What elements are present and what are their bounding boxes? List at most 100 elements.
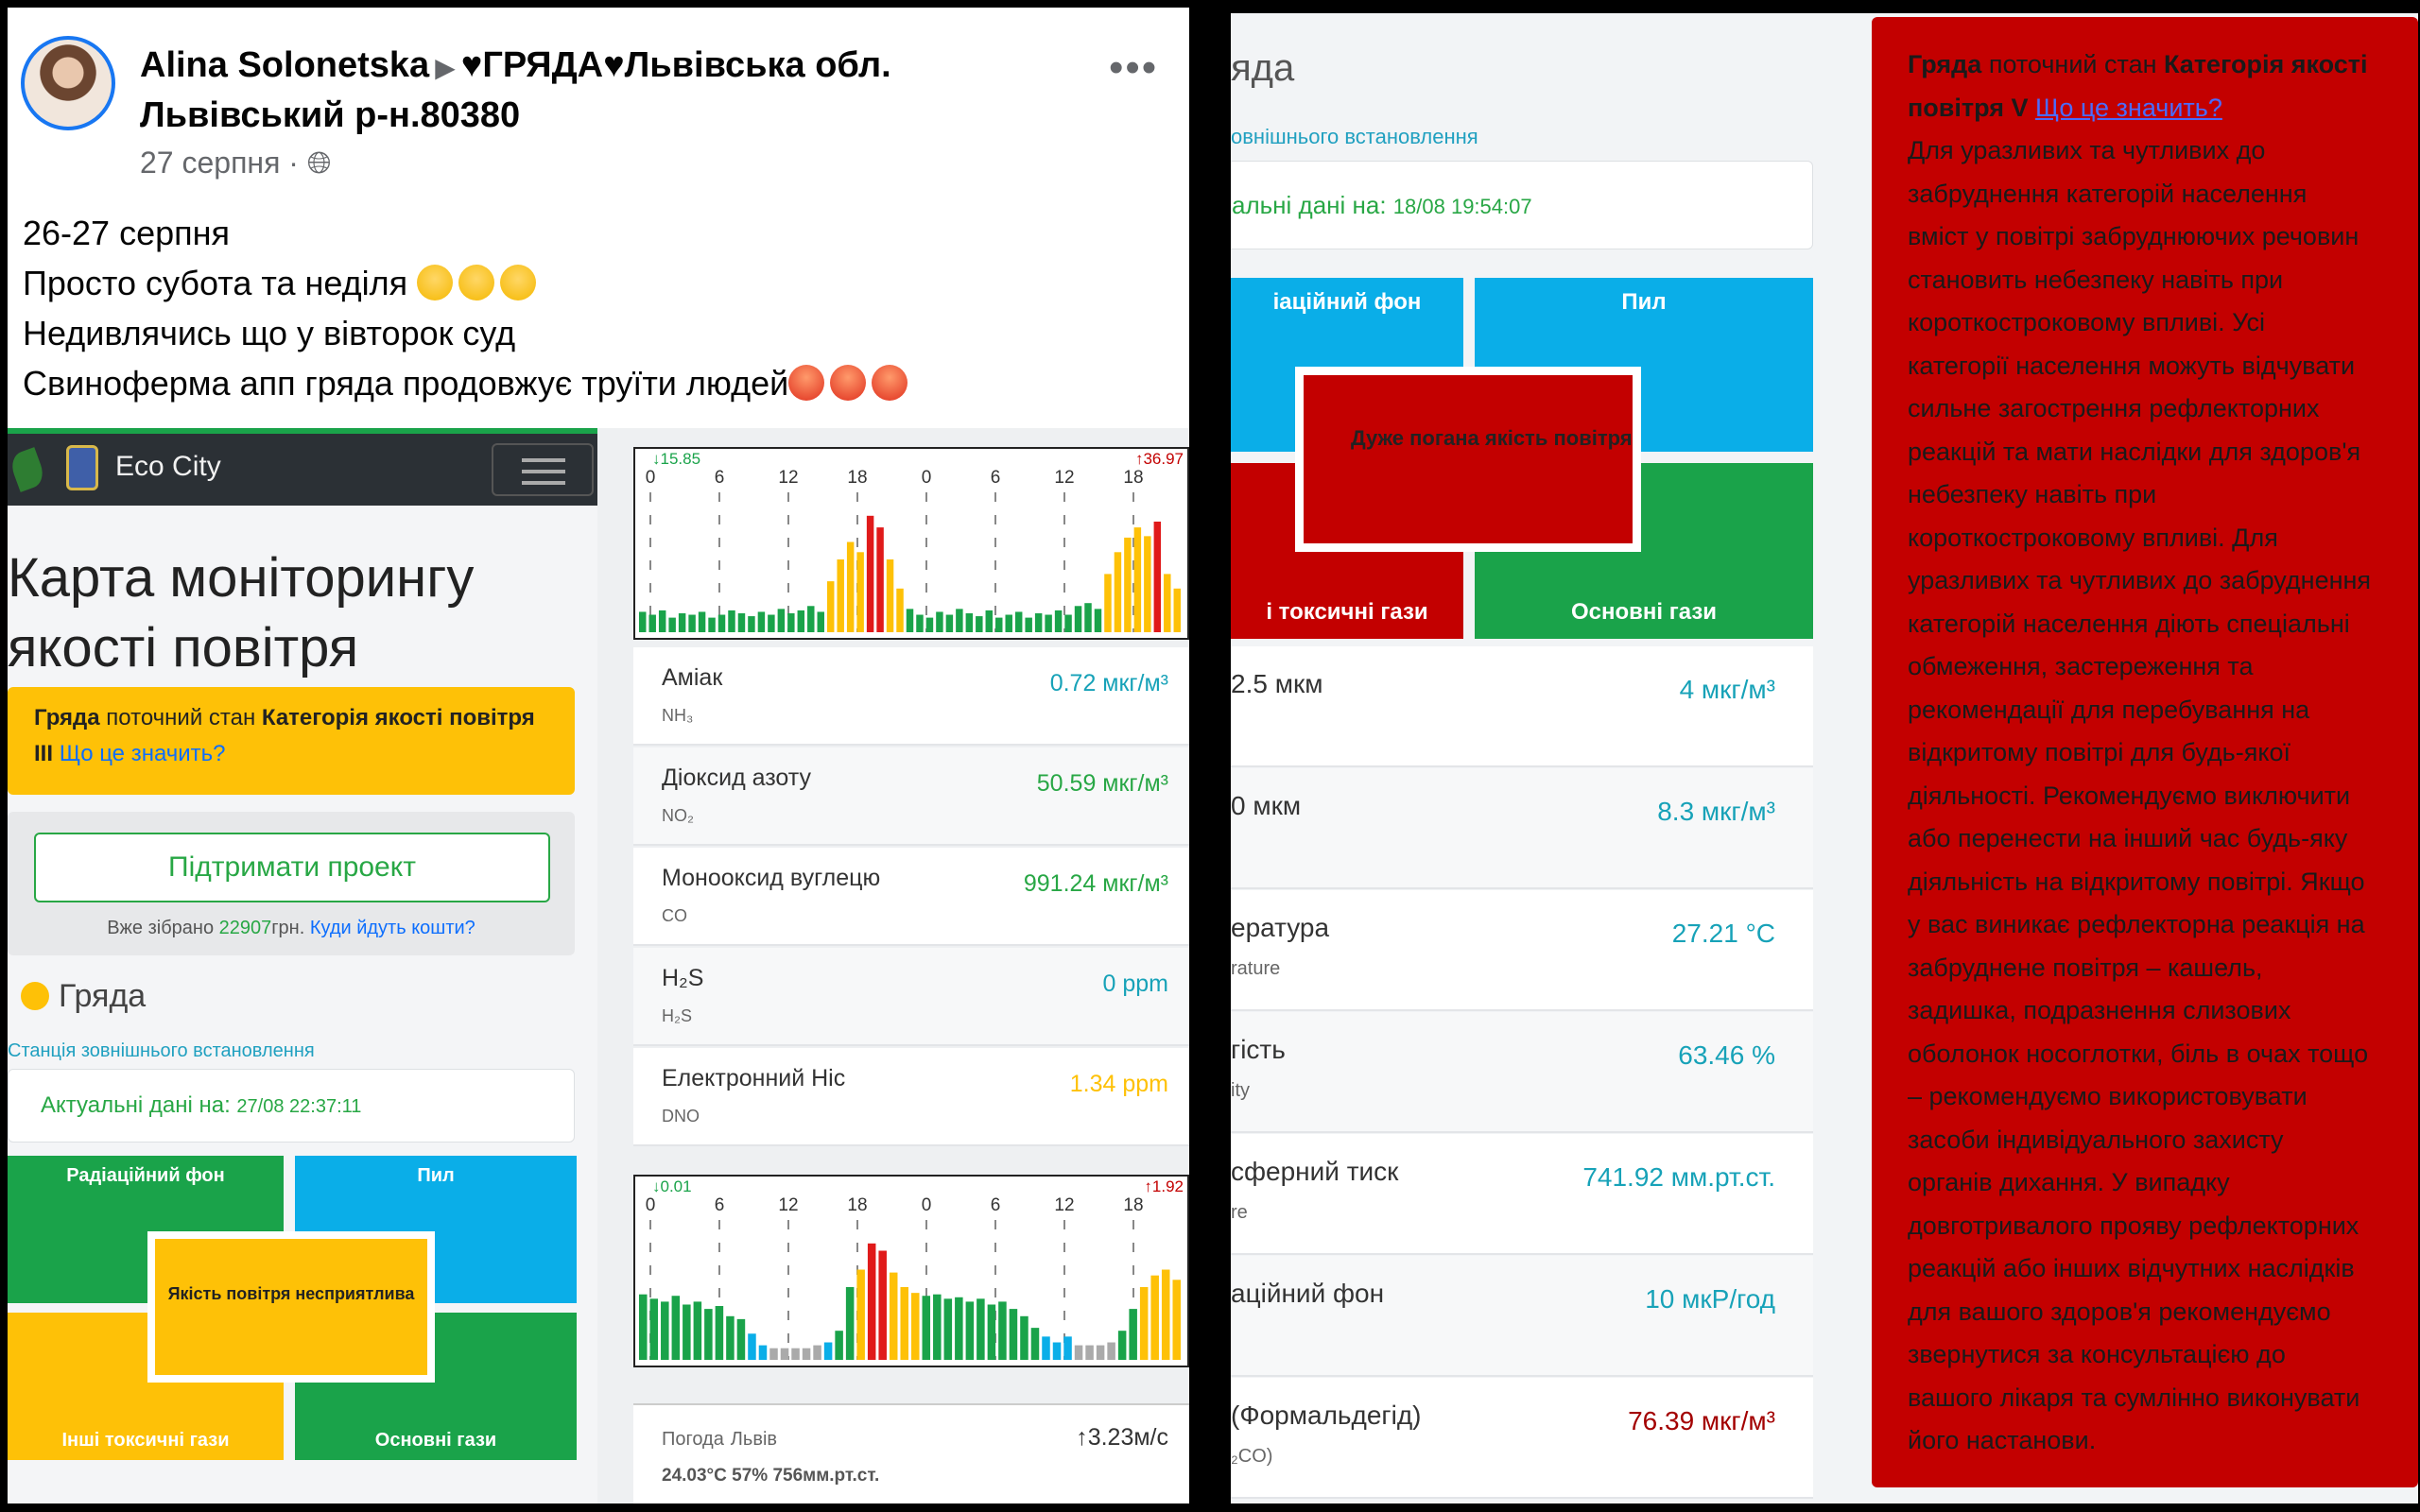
alert-line: сильне загострення рефлекторних — [1908, 394, 2320, 422]
reading-row[interactable]: 2.5 мкм 4 мкг/м³ — [1231, 646, 1813, 767]
chart-bar — [683, 1304, 691, 1360]
chart-bar — [1129, 1309, 1137, 1360]
chart-bar — [1064, 614, 1072, 632]
reading-row[interactable]: Електронний Ніс DNO 1.34 ppm — [633, 1048, 1189, 1146]
chart-bar — [856, 552, 864, 632]
chart-bar — [933, 1294, 942, 1360]
reading-row[interactable]: Аміак NH₃ 0.72 мкг/м³ — [633, 647, 1189, 746]
ecocity-navbar: Eco City — [8, 428, 597, 506]
chart-bar — [845, 1287, 855, 1360]
chart-bar — [1117, 1331, 1127, 1360]
chart-bar — [748, 616, 755, 632]
alert-line: – рекомендуємо використовувати — [1908, 1082, 2308, 1110]
chart-bar — [658, 610, 666, 632]
chart-bar — [668, 617, 676, 632]
chart-tick-label: 18 — [847, 468, 867, 488]
alert-line: у вас виникає рефлекторна реакція на — [1908, 910, 2365, 938]
author-avatar[interactable] — [21, 36, 115, 130]
post-header: Alina Solonetska ▶ ♥ГРЯДА♥Львівська обл. Л… — [140, 42, 991, 139]
chart-bar — [876, 527, 884, 632]
actual-data-time: альні дані на: 18/08 19:54:07 — [1231, 161, 1813, 249]
reading-row[interactable]: (Формальдегід) ₂CO) 76.39 мкг/м³ — [1231, 1378, 1813, 1499]
reading-row[interactable]: ература rature 27.21 °C — [1231, 890, 1813, 1011]
detail-main-column: яда овнішнього встановлення альні дані н… — [1231, 13, 1836, 1503]
caret-right-icon: ▶ — [435, 53, 456, 82]
chart-bar — [1084, 603, 1092, 632]
status-dot-icon — [21, 982, 49, 1010]
reading-row[interactable]: Діоксид азоту NO₂ 50.59 мкг/м³ — [633, 747, 1189, 846]
support-project-button[interactable]: Підтримати проект — [34, 833, 550, 902]
alert-line: небезпеку навіть при — [1908, 480, 2157, 508]
alert-line: вашого лікаря та сумлінно виконувати — [1908, 1383, 2360, 1412]
chart-tick-label: 18 — [1123, 468, 1143, 488]
chart-bar — [1034, 612, 1043, 632]
facebook-post: Alina Solonetska ▶ ♥ГРЯДА♥Львівська обл. Л… — [8, 8, 1189, 1503]
weather-details: 24.03°C 57% 756мм.рт.ст. — [662, 1466, 880, 1486]
chart-bar — [678, 612, 686, 632]
chart-bar — [1144, 536, 1151, 632]
chart-bar — [1172, 1280, 1181, 1360]
chart-bar — [688, 614, 696, 632]
hamburger-menu-icon[interactable] — [492, 443, 594, 496]
reading-row[interactable]: гість ity 63.46 % — [1231, 1012, 1813, 1133]
chart-bar — [1150, 1275, 1159, 1360]
chart-tick-label: 18 — [847, 1195, 867, 1215]
weather-row[interactable]: Погода Львів ↑3.23м/с 24.03°C 57% 756мм.… — [633, 1403, 1189, 1503]
chart-bar — [1107, 1342, 1115, 1360]
alert-line: обмеження, застереження та — [1908, 652, 2254, 680]
chart-bar — [823, 1342, 833, 1360]
quality-summary: Дуже погана якість повітря — [1295, 367, 1641, 552]
city-seal-icon — [66, 445, 98, 490]
chart-bar — [817, 611, 824, 632]
station-type: Станція зовнішнього встановлення — [8, 1040, 315, 1061]
reading-row[interactable]: 0 мкм 8.3 мкг/м³ — [1231, 768, 1813, 889]
chart-bar — [846, 541, 855, 632]
chart-bar — [708, 617, 716, 632]
post-body: 26-27 серпня Просто субота та неділя Нед… — [23, 208, 913, 408]
alert-category-part: Категорія якості — [2164, 50, 2368, 78]
leaf-logo-icon — [8, 447, 47, 492]
post-date[interactable]: 27 серпня · 🌐︎ — [140, 146, 332, 180]
chart-bar — [748, 1333, 756, 1360]
chart-bar — [1173, 588, 1181, 632]
alert-line: діяльності. Рекомендуємо виключити — [1908, 781, 2351, 810]
ecocity-detail-screenshot: яда овнішнього встановлення альні дані н… — [1231, 13, 2418, 1503]
group-name[interactable]: ♥ГРЯДА♥Львівська обл. Львівський р-н.803… — [140, 45, 891, 135]
alert-line: уразливих та чутливих до забруднення — [1908, 566, 2372, 594]
more-options-icon[interactable]: ••• — [1109, 44, 1159, 91]
author-name[interactable]: Alina Solonetska — [140, 45, 430, 85]
chart-bar — [837, 559, 844, 632]
where-money-goes-link[interactable]: Куди йдуть кошти? — [309, 918, 475, 938]
chart-bar — [813, 1345, 821, 1360]
chart-bar — [835, 1331, 843, 1360]
quadrant-other-gases[interactable]: Інші токсичні гази — [8, 1313, 284, 1460]
chart-bar — [976, 616, 983, 632]
alert-line: забруднення категорій населення — [1908, 179, 2308, 208]
chart-bar — [826, 581, 835, 632]
chart-bar — [704, 1309, 713, 1360]
chart-bar — [1042, 1336, 1050, 1360]
alert-text: Гряда поточний стан Категорія якості пов… — [1908, 43, 2418, 1463]
post-line: Свиноферма апп гряда продовжує труїти лю… — [23, 358, 913, 408]
angry-emoji-icon — [788, 365, 825, 401]
chart-bar — [717, 614, 726, 632]
chart-bar — [1094, 609, 1102, 632]
what-does-it-mean-link[interactable]: Що це значить? — [2035, 93, 2222, 122]
reading-row[interactable]: аційний фон 10 мкР/год — [1231, 1256, 1813, 1377]
brand-name[interactable]: Eco City — [115, 451, 221, 482]
chart-bar — [1052, 1342, 1062, 1360]
alert-line: засоби індивідуального захисту — [1908, 1125, 2284, 1154]
reading-row[interactable]: H₂S H₂S 0 ppm — [633, 948, 1189, 1046]
chart-bar — [1025, 617, 1032, 632]
reading-row[interactable]: Монооксид вуглецю CO 991.24 мкг/м³ — [633, 848, 1189, 946]
alert-line: становить небезпеку навіть при — [1908, 265, 2284, 294]
what-does-it-mean-link[interactable]: Що це значить? — [59, 741, 226, 766]
chart-bar — [906, 609, 914, 632]
reading-row[interactable]: сферний тиск re 741.92 мм.рт.ст. — [1231, 1134, 1813, 1255]
chart-bar — [866, 515, 874, 632]
post-line: Недивлячись що у вівторок суд — [23, 314, 516, 352]
alert-line: категорії населення можуть відчувати — [1908, 351, 2356, 380]
quality-quadrant: іаційний фон Пил і токсичні гази Основні… — [1231, 278, 1813, 639]
chart-bar — [886, 559, 894, 632]
chart-bar — [878, 1250, 887, 1360]
